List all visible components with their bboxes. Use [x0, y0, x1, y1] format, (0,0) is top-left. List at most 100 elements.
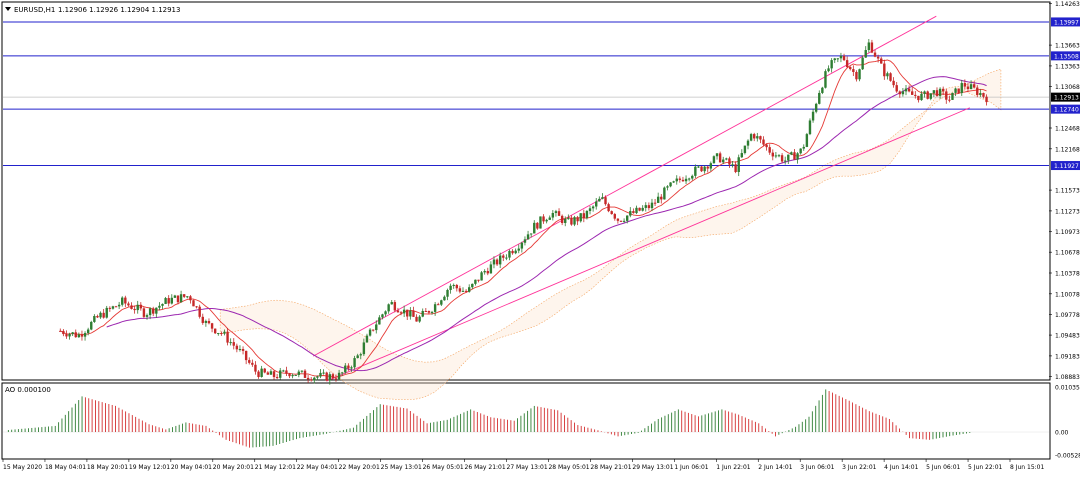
candle-body [130, 305, 133, 309]
candle-body [300, 370, 304, 372]
candle-body [124, 297, 127, 304]
y-tick-label: 1.09778 [1055, 312, 1080, 319]
candle-body [378, 317, 381, 325]
candle-body [182, 294, 186, 297]
candle-body [551, 213, 555, 218]
candle-body [911, 91, 914, 95]
candle-body [356, 355, 359, 359]
candle-body [415, 316, 418, 322]
candle-body [455, 284, 459, 289]
x-tick-label: 21 May 12:01 [255, 464, 296, 471]
y-tick-label: 1.10973 [1055, 229, 1080, 236]
candle-body [505, 257, 508, 259]
candle-body [297, 371, 301, 375]
x-tick-label: 26 May 05:01 [423, 464, 464, 471]
candle-body [359, 354, 362, 356]
candle-body [368, 329, 372, 336]
candle-body [384, 311, 387, 315]
candle-body [976, 87, 979, 96]
candle-body [189, 296, 192, 301]
ichimoku-cloud [219, 68, 1002, 400]
candle-body [966, 86, 970, 90]
candle-body [80, 334, 84, 337]
candle-body [768, 147, 771, 153]
x-tick-label: 3 Jun 22:01 [842, 464, 876, 471]
x-tick-label: 4 Jun 14:01 [884, 464, 918, 471]
candle-body [780, 155, 784, 162]
candle-body [164, 298, 167, 304]
candle-body [898, 91, 902, 95]
symbol-label: EURUSD,H1 [14, 6, 55, 14]
candle-body [433, 304, 437, 312]
candle-body [601, 197, 604, 199]
x-tick-label: 22 May 04:01 [297, 464, 338, 471]
candle-body [920, 93, 923, 101]
price-level-value: 1.11927 [1054, 163, 1079, 170]
y-tick-label: 1.11273 [1055, 208, 1080, 215]
candle-body [93, 315, 96, 322]
candle-body [849, 67, 852, 70]
y-tick-label: 1.10678 [1055, 250, 1080, 257]
candle-body [105, 307, 108, 318]
candle-body [941, 88, 945, 92]
symbol-menu-icon[interactable] [5, 7, 11, 11]
candle-body [771, 152, 774, 157]
candle-body [467, 287, 471, 292]
candle-body [762, 139, 765, 145]
candle-body [337, 372, 341, 380]
candle-body [573, 217, 576, 225]
candle-body [852, 69, 855, 72]
candle-body [328, 374, 331, 381]
indicator-frame [1, 382, 1051, 460]
channel-upper-line [312, 15, 937, 357]
y-tick-label: 1.13663 [1055, 43, 1080, 50]
candle-body [133, 308, 136, 311]
candle-body [783, 160, 787, 162]
candle-body [319, 372, 322, 377]
candle-body [170, 297, 173, 304]
candle-body [232, 342, 235, 346]
candle-body [533, 222, 536, 234]
candle-body [464, 290, 468, 292]
candle-body [167, 298, 170, 304]
candle-body [802, 146, 805, 149]
candle-body [545, 219, 548, 222]
y-tick-label: 1.08883 [1055, 374, 1080, 381]
candle-body [945, 91, 948, 100]
y-tick-label: 1.12468 [1055, 126, 1080, 133]
candle-body [923, 91, 926, 94]
ohlc-readout: 1.12906 1.12926 1.12904 1.12913 [58, 6, 180, 14]
candle-body [669, 182, 672, 187]
candle-body [322, 372, 325, 374]
candle-body [489, 264, 493, 274]
candle-body [498, 255, 502, 265]
candle-body [746, 140, 750, 146]
candle-body [895, 85, 898, 92]
candle-body [870, 42, 874, 53]
y-tick-label: 1.11573 [1055, 188, 1080, 195]
candle-body [161, 303, 164, 306]
candle-body [387, 304, 390, 312]
candle-body [728, 158, 731, 165]
candle-body [607, 204, 610, 212]
candle-body [461, 290, 465, 292]
y-tick-label: 1.13068 [1055, 84, 1080, 91]
candle-body [666, 186, 669, 188]
candle-body [71, 332, 74, 334]
candle-body [901, 91, 905, 95]
candle-body [892, 80, 895, 86]
candle-body [935, 90, 939, 96]
candle-body [344, 365, 347, 373]
candle-body [833, 58, 836, 61]
candle-body [446, 289, 449, 297]
candle-body [610, 211, 613, 215]
candle-body [502, 255, 505, 258]
candle-body [223, 331, 226, 334]
y-tick-label: 1.10378 [1055, 270, 1080, 277]
candle-body [629, 211, 632, 216]
candle-body [861, 57, 864, 70]
candle-body [74, 332, 77, 338]
candle-body [660, 196, 663, 200]
